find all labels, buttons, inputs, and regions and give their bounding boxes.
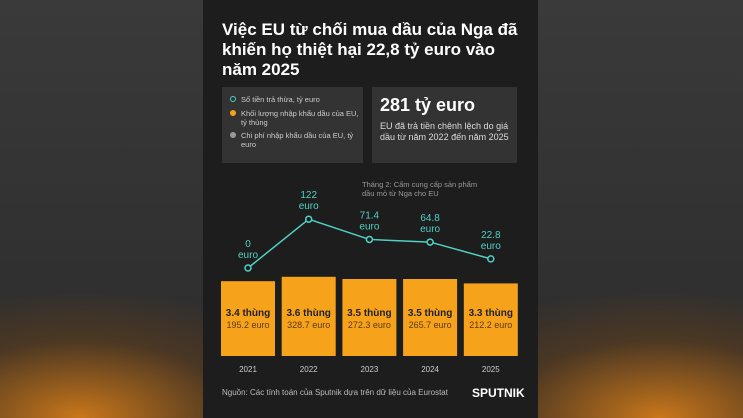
line-point [426,238,434,246]
source: Nguồn: Các tính toán của Sputnik dựa trê… [222,388,448,397]
highlight-box: 281 tỷ euro EU đã trả tiền chênh lệch do… [372,87,517,163]
x-tick-label: 2024 [421,365,439,374]
chart-title: Việc EU từ chối mua dầu của Nga đã khiến… [222,20,518,79]
bar [281,276,336,356]
bar-label: 3.5 thùng [347,308,391,319]
legend-marker [230,132,236,138]
value-label: 71.4 [360,210,380,221]
x-tick-label: 2025 [482,365,500,374]
annotation: Tháng 2: Cấm cung cấp sản phẩm dầu mỏ từ… [362,180,478,198]
legend-marker [230,110,236,116]
value-label: 64.8 [420,213,440,224]
cost-label: 195.2 euro [226,320,269,330]
cost-label: 328.7 euro [287,320,330,330]
value-label: 0 [245,239,251,250]
legend-label: Khối lượng nhập khẩu dầu của EU, tỷ thùn… [241,109,359,127]
bar [342,279,397,356]
legend: Số tiền trả thừa, tỷ euro Khối lượng nhập… [222,87,363,163]
cost-label: 212.2 euro [469,320,512,330]
x-tick-label: 2023 [361,365,379,374]
line-point [487,255,495,263]
bar-label: 3.4 thùng [226,308,270,319]
highlight-text: EU đã trả tiền chênh lệch do giá dầu từ … [380,121,509,142]
line-point [365,235,374,244]
bar [221,281,275,356]
line-point [244,264,252,272]
value-label: 22.8 [481,230,501,241]
x-tick-label: 2021 [239,365,257,374]
bar-label: 3.6 thùng [286,308,330,319]
legend-entry: Khối lượng nhập khẩu dầu của EU, tỷ thùn… [230,109,361,127]
bar-label: 3.5 thùng [408,308,452,319]
line-point [304,215,313,223]
x-tick-label: 2022 [300,365,318,374]
value-unit: euro [359,221,379,232]
value-unit: euro [420,224,440,235]
highlight-value: 281 tỷ euro [380,95,476,115]
value-label: 122 [300,190,317,201]
legend-label: Chi phí nhập khẩu dầu của EU, tỷ euro [241,131,354,149]
legend-entry: Số tiền trả thừa, tỷ euro [230,95,361,104]
cost-label: 272.3 euro [348,320,391,330]
value-unit: euro [299,201,319,212]
legend-label: Số tiền trả thừa, tỷ euro [241,95,320,104]
legend-marker [230,96,236,102]
bar [463,283,518,356]
logo: SPUTNIK [472,386,525,400]
bar [403,279,458,356]
value-unit: euro [481,241,501,252]
cost-label: 265.7 euro [409,320,452,330]
legend-entry: Chi phí nhập khẩu dầu của EU, tỷ euro [230,131,361,149]
bar-label: 3.3 thùng [469,308,513,319]
value-unit: euro [238,250,258,261]
